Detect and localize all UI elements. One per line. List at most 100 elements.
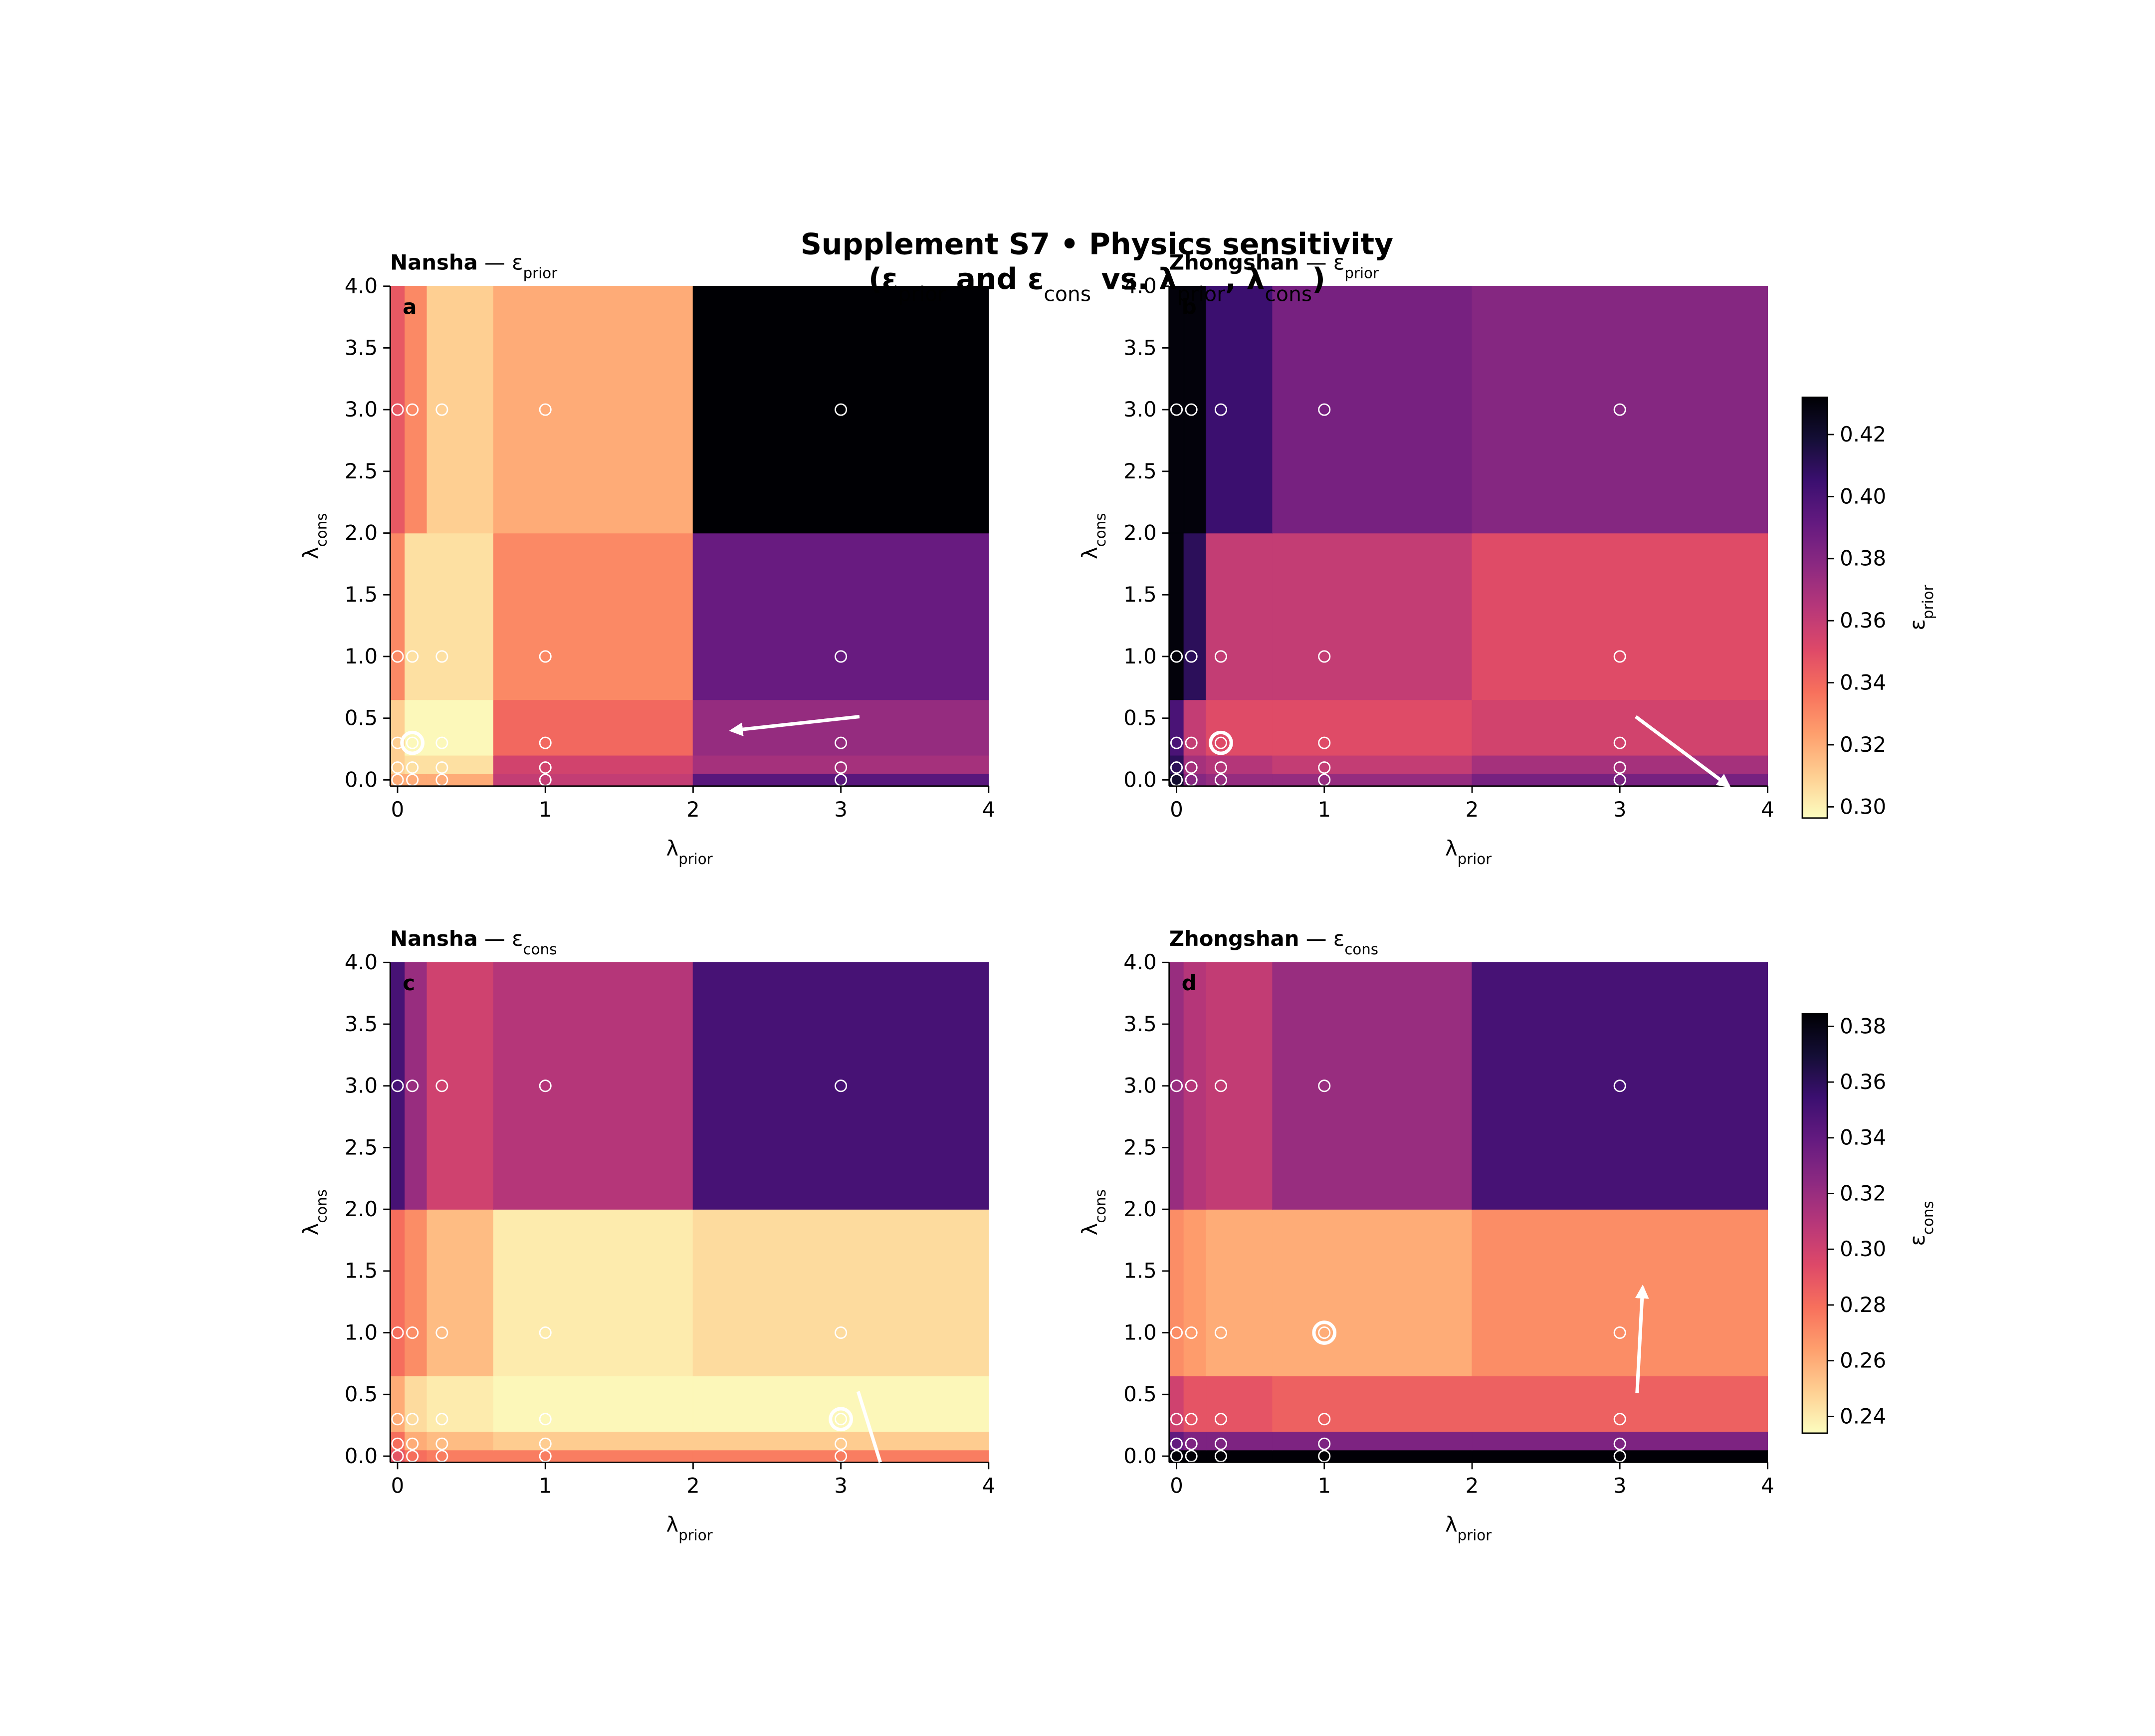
colorbar-tick-label: 0.36 <box>1840 608 1886 633</box>
grid-point <box>835 403 848 416</box>
heatmap-cell <box>427 773 494 787</box>
y-tick-label: 0.5 <box>345 1382 378 1406</box>
grid-point <box>1185 1437 1198 1450</box>
grid-point <box>1318 736 1331 749</box>
grid-point <box>539 1413 552 1426</box>
heatmap-cell <box>1472 1375 1768 1432</box>
grid-point <box>1318 1437 1331 1450</box>
y-tick-label: 1.5 <box>1123 582 1156 607</box>
heatmap-cell <box>390 1209 406 1376</box>
grid-point <box>539 403 552 416</box>
colorbar-tick-label: 0.34 <box>1840 670 1886 695</box>
heatmap-cell <box>493 1209 694 1376</box>
x-tick-label: 3 <box>834 1474 848 1498</box>
panel-title: Zhongshan — εcons <box>1169 926 1378 958</box>
heatmap-cell <box>1169 699 1185 756</box>
heatmap-cell <box>493 773 694 787</box>
heatmap-cell <box>1206 699 1273 756</box>
y-tick-label: 0.0 <box>345 1444 378 1468</box>
text-part: cons <box>1092 513 1109 547</box>
text-part: λ <box>1445 1513 1458 1537</box>
text-part: cons <box>313 513 330 547</box>
x-tick-label: 1 <box>1317 1474 1331 1498</box>
y-tick-label: 4.0 <box>1123 950 1156 974</box>
grid-point <box>1170 403 1183 416</box>
colorbar-tick-label: 0.34 <box>1840 1125 1886 1150</box>
heatmap-cell <box>1472 1209 1768 1376</box>
grid-point <box>406 761 419 774</box>
x-tick-label: 2 <box>1466 797 1479 822</box>
grid-point <box>406 403 419 416</box>
grid-point <box>1170 1326 1183 1339</box>
x-axis-label: λprior <box>1445 1513 1492 1544</box>
grid-point <box>539 1326 552 1339</box>
heatmap-cell <box>427 286 494 534</box>
text-part: Nansha <box>390 250 478 274</box>
grid-point <box>835 1080 848 1092</box>
grid-point <box>1318 1326 1331 1339</box>
y-tick-label: 0.0 <box>345 767 378 792</box>
text-part: prior <box>523 264 558 281</box>
text-part: prior <box>898 282 946 306</box>
heatmap-cell <box>493 1449 694 1463</box>
grid-point <box>1613 761 1626 774</box>
grid-point <box>1214 650 1227 663</box>
panel: 0 1 2 3 40.00.51.01.52.02.53.03.54.0λpriorλc… <box>1078 926 1937 1544</box>
heatmap-cell <box>1206 1449 1273 1463</box>
grid-point <box>1185 1326 1198 1339</box>
heatmap-cell <box>692 962 989 1210</box>
text-part: λ <box>1078 1223 1102 1236</box>
text-part: prior <box>1458 851 1493 868</box>
heatmap-cell <box>427 962 494 1210</box>
heatmap-cell <box>692 773 989 787</box>
heatmap-cell <box>1183 286 1207 534</box>
heatmap-cell <box>493 1375 694 1432</box>
text-part: and ε <box>946 262 1044 296</box>
x-axis-label: λprior <box>1445 836 1492 868</box>
x-tick-label: 3 <box>834 797 848 822</box>
grid-point <box>1318 1413 1331 1426</box>
panel-label: b <box>1182 294 1197 319</box>
y-tick-label: 3.0 <box>1123 1074 1156 1098</box>
grid-point <box>539 1080 552 1092</box>
y-tick-label: 4.0 <box>345 950 378 974</box>
text-part: prior <box>678 851 713 868</box>
y-tick-label: 3.0 <box>1123 397 1156 422</box>
panel: 0 1 2 3 40.00.51.01.52.02.53.03.54.0λpriorλc… <box>298 926 995 1544</box>
text-part: λ <box>1078 547 1102 559</box>
y-tick-label: 0.5 <box>1123 1382 1156 1406</box>
y-axis-label: λcons <box>298 1189 330 1235</box>
heatmap-cell <box>1472 532 1768 700</box>
grid-point <box>1185 761 1198 774</box>
grid-point <box>1613 736 1626 749</box>
x-tick-label: 1 <box>539 797 552 822</box>
text-part: Zhongshan <box>1169 926 1299 951</box>
heatmap-cell <box>692 1375 989 1432</box>
heatmap-cell <box>692 1431 989 1451</box>
heatmap-cell <box>1183 962 1207 1210</box>
colorbar-tick-label: 0.28 <box>1840 1293 1886 1317</box>
text-part: (ε <box>868 262 898 296</box>
text-part: — ε <box>1299 250 1344 274</box>
text-part: λ <box>666 836 678 861</box>
grid-point <box>391 1413 404 1426</box>
text-part: cons <box>1265 282 1312 306</box>
heatmap-cell <box>405 1431 428 1451</box>
heatmap-cell <box>493 1431 694 1451</box>
grid-point <box>1613 1080 1626 1092</box>
arrow <box>1634 715 1731 788</box>
text-part: prior <box>678 1527 713 1544</box>
grid-point <box>1613 1413 1626 1426</box>
grid-point <box>1214 761 1227 774</box>
heatmap-cell <box>1272 1209 1473 1376</box>
heatmap-cell <box>1472 755 1768 774</box>
grid-point <box>435 650 448 663</box>
grid-point <box>1170 761 1183 774</box>
panel: 0 1 2 3 40.00.51.01.52.02.53.03.54.0λpriorλc… <box>1078 250 1937 868</box>
grid-point <box>1214 736 1227 749</box>
text-part: cons <box>1344 941 1378 958</box>
y-tick-label: 4.0 <box>345 274 378 298</box>
colorbar-tick-label: 0.40 <box>1840 484 1886 508</box>
colorbar-tick-label: 0.32 <box>1840 732 1886 757</box>
